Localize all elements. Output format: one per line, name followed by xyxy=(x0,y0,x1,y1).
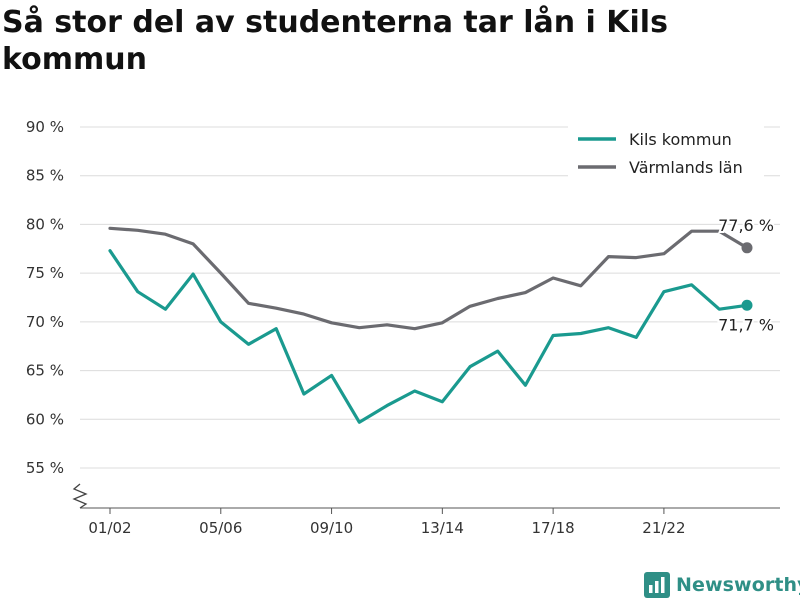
legend: Kils kommun Värmlands län xyxy=(568,126,764,184)
end-labels: 77,6 % 71,7 % xyxy=(716,214,776,336)
chart-title: Så stor del av studenterna tar lån i Kil… xyxy=(2,5,668,77)
axis-break-icon xyxy=(72,483,88,509)
x-tick-label: 13/14 xyxy=(421,519,464,537)
series-line-1 xyxy=(108,249,749,424)
y-tick-label: 85 % xyxy=(26,167,64,185)
legend-background xyxy=(568,126,764,184)
series-end-point xyxy=(741,242,753,254)
series-lines xyxy=(108,226,753,424)
legend-label: Kils kommun xyxy=(629,130,732,149)
y-tick-label: 70 % xyxy=(26,313,64,331)
bar-chart-icon xyxy=(644,572,670,598)
legend-label: Värmlands län xyxy=(629,158,743,177)
end-value-label: 71,7 % xyxy=(718,315,774,334)
series-end-point xyxy=(741,299,753,311)
y-tick-label: 90 % xyxy=(26,118,64,136)
x-tick-label: 05/06 xyxy=(199,519,242,537)
y-tick-label: 80 % xyxy=(26,215,64,233)
y-tick-label: 65 % xyxy=(26,362,64,380)
x-tick-label: 09/10 xyxy=(310,519,353,537)
series-line-2 xyxy=(108,226,749,331)
y-tick-label: 55 % xyxy=(26,459,64,477)
x-tick-label: 17/18 xyxy=(532,519,575,537)
y-tick-label: 60 % xyxy=(26,410,64,428)
newsworthy-logo: Newsworthy xyxy=(644,570,800,600)
brand-name: Newsworthy xyxy=(676,574,800,596)
axes: 55 % 60 % 65 % 70 % 75 % 80 % 85 % 90 % 01/02 05/… xyxy=(26,118,780,537)
y-tick-label: 75 % xyxy=(26,264,64,282)
x-tick-label: 01/02 xyxy=(88,519,131,537)
end-value-label: 77,6 % xyxy=(718,216,774,235)
x-tick-label: 21/22 xyxy=(642,519,685,537)
